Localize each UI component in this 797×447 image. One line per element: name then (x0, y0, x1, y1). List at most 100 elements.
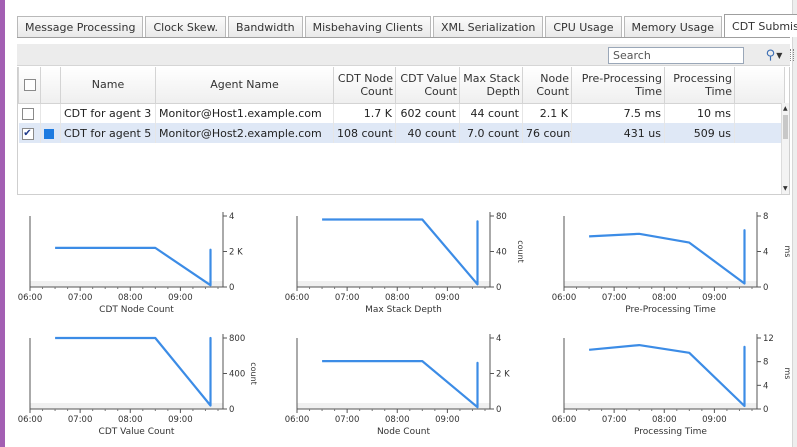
name-cell: CDT for agent 5 (60, 123, 156, 143)
tab-memory-usage[interactable]: Memory Usage (623, 16, 723, 37)
x-tick-label: 07:00 (602, 293, 627, 303)
column-header[interactable]: Processing Time (664, 67, 735, 104)
row-checkbox-cell[interactable]: ✔ (18, 123, 41, 143)
value-cell: 602 count (395, 103, 460, 123)
column-header[interactable]: Name (60, 67, 156, 104)
x-tick-label: 07:00 (68, 415, 93, 425)
tab-message-processing[interactable]: Message Processing (17, 16, 144, 37)
scroll-down-icon[interactable]: ▼ (783, 185, 788, 192)
series-line[interactable] (322, 218, 479, 286)
y-tick-label: 0 (229, 283, 234, 293)
chart-processing-time[interactable]: 06:00 07:00 08:00 09:00 0 4 8 12 ms Processing Ti… (552, 322, 797, 437)
chart-cdt-value-count[interactable]: 06:00 07:00 08:00 09:00 0 400 800 count CDT Valu… (18, 322, 268, 437)
toolbar-grip[interactable] (790, 49, 794, 61)
value-cell: 431 us (571, 123, 665, 143)
x-tick-label: 08:00 (118, 293, 143, 303)
series-line[interactable] (55, 246, 212, 287)
table-header-row: Name Agent Name CDT Node Count CDT Value… (18, 67, 785, 104)
y-unit-label: ms (783, 246, 792, 258)
y-tick-label: 80 (496, 212, 507, 222)
chart-svg: 06:00 07:00 08:00 09:00 0 4 8 ms Pre-Processing … (552, 212, 792, 315)
value-cell: 10 ms (664, 103, 735, 123)
select-all-checkbox[interactable] (23, 79, 36, 92)
tab-clock-skew[interactable]: Clock Skew. (145, 16, 227, 37)
x-tick-label: 09:00 (702, 415, 727, 425)
chart-title: Max Stack Depth (365, 305, 442, 315)
row-checkbox-cell[interactable] (18, 103, 41, 123)
agent-name-cell: Monitor@Host2.example.com (155, 123, 334, 143)
y-tick-label: 4 (496, 334, 501, 344)
y-tick-label: 2 K (496, 370, 510, 380)
x-tick-label: 09:00 (168, 415, 193, 425)
chart-title: Processing Time (634, 427, 707, 437)
x-tick-label: 09:00 (168, 293, 193, 303)
y-tick-label: 8 (763, 358, 768, 368)
x-tick-label: 08:00 (385, 415, 410, 425)
x-tick-label: 06:00 (18, 293, 43, 303)
window-left-edge (0, 0, 5, 447)
chart-node-count[interactable]: 06:00 07:00 08:00 09:00 0 2 K 4 Node Count (285, 322, 535, 437)
y-tick-label: 4 (229, 212, 234, 222)
row-checkbox[interactable]: ✔ (21, 127, 34, 140)
value-cell: 2.1 K (522, 103, 572, 123)
y-tick-label: 0 (763, 283, 768, 293)
y-tick-label: 2 K (229, 248, 243, 258)
tab-underline (17, 37, 790, 38)
scroll-up-icon[interactable]: ▲ (783, 105, 788, 112)
table-vertical-scrollbar[interactable]: ▲ ▼ (781, 103, 789, 194)
column-header[interactable]: Node Count (522, 67, 572, 104)
chart-max-stack-depth[interactable]: 06:00 07:00 08:00 09:00 0 40 80 count Max Stack … (285, 200, 535, 315)
column-header[interactable]: Max Stack Depth (459, 67, 523, 104)
y-tick-label: 0 (229, 405, 234, 415)
y-tick-label: 8 (763, 212, 768, 222)
x-tick-label: 08:00 (652, 293, 677, 303)
column-header[interactable]: Agent Name (155, 67, 334, 104)
scrollbar-thumb[interactable] (783, 115, 788, 139)
y-tick-label: 40 (496, 248, 507, 258)
x-tick-label: 06:00 (552, 293, 577, 303)
x-tick-label: 06:00 (285, 415, 310, 425)
column-header[interactable]: CDT Node Count (333, 67, 396, 104)
tab-bandwidth[interactable]: Bandwidth (228, 16, 303, 37)
y-tick-label: 0 (763, 405, 768, 415)
chart-baseline-band (30, 403, 223, 409)
value-cell: 76 count (522, 123, 572, 143)
chart-baseline-band (30, 281, 223, 287)
tab-xml-serialization[interactable]: XML Serialization (432, 16, 544, 37)
y-unit-label: count (249, 362, 258, 385)
chart-svg: 06:00 07:00 08:00 09:00 0 40 80 count Max Stack … (285, 212, 525, 315)
window-right-edge (792, 0, 797, 447)
series-line[interactable] (589, 229, 746, 285)
value-cell: 1.7 K (333, 103, 396, 123)
x-tick-label: 06:00 (285, 293, 310, 303)
series-line[interactable] (588, 344, 746, 408)
chart-baseline-band (564, 281, 757, 287)
table-row[interactable]: CDT for agent 3 Monitor@Host1.example.com… (18, 103, 785, 123)
x-tick-label: 08:00 (385, 293, 410, 303)
tab-cdt-submission[interactable]: CDT Submission (724, 14, 797, 37)
table-row[interactable]: ✔ CDT for agent 5 Monitor@Host2.example.co… (18, 123, 785, 143)
chart-svg: 06:00 07:00 08:00 09:00 0 2 K 4 Node Count (285, 334, 510, 437)
series-color-swatch (44, 128, 54, 139)
tab-misbehaving-clients[interactable]: Misbehaving Clients (304, 16, 431, 37)
chart-title: CDT Value Count (99, 427, 175, 437)
x-tick-label: 09:00 (702, 293, 727, 303)
search-input[interactable]: Search (608, 47, 744, 64)
column-header[interactable]: CDT Value Count (395, 67, 460, 104)
x-tick-label: 06:00 (18, 415, 43, 425)
series-line[interactable] (55, 336, 212, 407)
chart-cdt-node-count[interactable]: 06:00 07:00 08:00 09:00 0 2 K 4 CDT Node Count (18, 200, 268, 315)
chart-baseline-band (297, 281, 490, 287)
row-checkbox[interactable] (21, 107, 34, 120)
y-tick-label: 800 (229, 334, 245, 344)
chart-pre-processing-time[interactable]: 06:00 07:00 08:00 09:00 0 4 8 ms Pre-Processing … (552, 200, 797, 315)
select-all-header[interactable] (18, 67, 41, 104)
column-header[interactable]: Pre-Processing Time (571, 67, 665, 104)
chart-baseline-band (564, 403, 757, 409)
tab-cpu-usage[interactable]: CPU Usage (545, 16, 622, 37)
series-color-cell (40, 103, 61, 123)
search-button[interactable]: ⚲ ▼ (762, 47, 786, 64)
series-line[interactable] (322, 359, 479, 409)
chevron-down-icon: ▼ (776, 51, 783, 60)
chart-title: Node Count (377, 427, 431, 437)
